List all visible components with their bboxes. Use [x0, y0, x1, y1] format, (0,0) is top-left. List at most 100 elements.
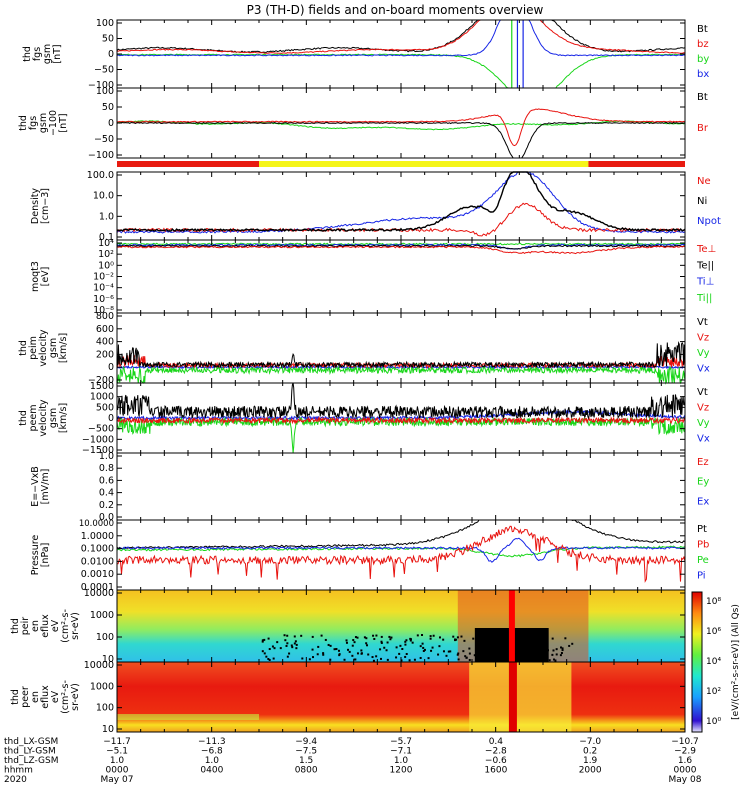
ytick-label: 500 [96, 402, 114, 413]
ylabel-line: thd [18, 410, 29, 426]
ytick-label: 0 [108, 118, 114, 129]
colorbar-tick: 10⁴ [706, 657, 721, 667]
ytick-label: 0.0010 [81, 569, 114, 580]
ylabel-line: [cm−3] [40, 188, 51, 224]
ylabel-line: gsm [38, 113, 49, 133]
xaxis-value: 1600 [484, 766, 507, 776]
ytick-label: 0.0001 [81, 582, 114, 593]
ytick-label: 10⁻⁸ [93, 305, 114, 316]
ytick-label: 0 [108, 413, 114, 424]
xaxis-row-label: 2020 [4, 775, 27, 785]
legend-Vz: Vz [697, 403, 709, 414]
legend-Ex: Ex [697, 496, 709, 507]
ylabel-line: thd [18, 340, 29, 356]
legend-Vt: Vt [697, 317, 708, 328]
xaxis-value: −2.9 [674, 747, 696, 757]
ytick-label: 0.6 [99, 475, 114, 486]
legend-Npot: Npot [697, 216, 721, 227]
panel-p2 [116, 87, 686, 159]
legend-Pe: Pe [697, 555, 709, 566]
legend-Vy: Vy [697, 418, 710, 429]
ylabel-line: thd [18, 115, 29, 131]
ylabel-line: [nPa] [40, 543, 51, 568]
ylabel-line: gsm [48, 338, 59, 358]
legend-Vx: Vx [697, 434, 710, 445]
ytick-label: 400 [96, 337, 114, 348]
ytick-label: 10000 [84, 588, 114, 599]
xaxis-row-label: thd_LX-GSM [4, 737, 58, 747]
panel-p10 [116, 661, 686, 733]
legend-Ti⊥: Ti⊥ [696, 277, 714, 288]
legend-Ey: Ey [697, 477, 709, 488]
legend-Pb: Pb [697, 540, 709, 551]
ytick-label: 0 [108, 49, 114, 60]
legend-Te⊥: Te⊥ [696, 244, 716, 255]
ylabel-line: E=−VxB [30, 466, 41, 507]
ytick-label: 100 [96, 86, 114, 97]
ylabel-line: fgs [32, 47, 43, 61]
trace-7-#e8130f [117, 525, 686, 583]
xaxis-value: 1.0 [205, 756, 220, 766]
xaxis-value: May 07 [101, 775, 134, 785]
xaxis-value: −6.8 [201, 747, 223, 757]
legend-Ni: Ni [697, 196, 707, 207]
legend-Br: Br [697, 123, 709, 134]
xaxis-value: 1.0 [110, 756, 125, 766]
ytick-label: 10000 [84, 660, 114, 671]
panel-frame [116, 452, 686, 521]
legend-Ez: Ez [697, 457, 709, 468]
legend-Te||: Te|| [696, 260, 714, 271]
trace-5-#e8130f [116, 416, 686, 425]
xaxis-value: 2000 [579, 766, 602, 776]
xaxis-value: −7.0 [579, 737, 601, 747]
trace-2-#e8130f [116, 202, 686, 237]
ylabel-line: Pressure [30, 535, 41, 576]
trace-1-#000000 [116, 121, 686, 159]
ytick-label: 0.1 [99, 232, 114, 243]
panel-frame [116, 239, 686, 314]
colorbar-tick: 10⁰ [706, 717, 721, 727]
trace-5-#19d619 [116, 416, 686, 454]
ylabel-line: sr-eV) [70, 683, 81, 711]
panel-p8 [116, 519, 686, 591]
colorbar-gradient [691, 591, 703, 733]
xaxis-value: −2.8 [485, 747, 507, 757]
colorbar: 10⁸ 10⁶ 10⁴ 10² 10⁰ [eV/(cm²-s-sr-eV)] (All Q… [691, 591, 741, 733]
legend-bx: bx [697, 69, 709, 80]
xaxis-value: 0000 [674, 766, 697, 776]
ytick-label: −500 [88, 424, 114, 435]
ytick-label: 10⁰ [98, 260, 114, 271]
trace-0-#1726e6 [116, 19, 686, 57]
ylabel-line: sr-eV) [70, 612, 81, 640]
ytick-label: 10.0 [93, 191, 114, 202]
ylabel-line: thd [10, 689, 21, 705]
ytick-label: 100.0 [87, 170, 114, 181]
ytick-label: 0.4 [99, 488, 114, 499]
colorbar-tick: 10⁸ [706, 597, 721, 607]
ylabel-line: Density [30, 188, 41, 224]
legend-Vt: Vt [697, 387, 708, 398]
colorbar-tick: 10⁶ [706, 627, 721, 637]
legend-Vx: Vx [697, 364, 710, 375]
ylabel-line: peer [20, 686, 31, 708]
ytick-label: 1000 [90, 681, 114, 692]
ytick-label: −100 [88, 150, 114, 161]
ylabel-line: [nT] [52, 44, 63, 63]
ytick-label: 10² [98, 249, 114, 260]
ytick-label: 100 [96, 632, 114, 643]
ylabel-line: [eV] [40, 267, 51, 287]
ylabel-line: eflux [40, 685, 51, 709]
trace-3-#e8130f [116, 245, 685, 255]
panel-p4 [116, 239, 686, 314]
ylabel-line: eV [50, 690, 61, 703]
ytick-label: 10⁻² [93, 272, 114, 283]
ytick-label: −100 [88, 80, 114, 91]
panel-p6 [116, 382, 686, 454]
xaxis-value: −5.7 [390, 737, 412, 747]
trace-5-#000000 [116, 382, 686, 420]
ytick-label: 10 [102, 654, 114, 665]
ytick-label: 10⁻⁴ [93, 283, 114, 294]
ylabel-line: gsm [42, 44, 53, 64]
xaxis-value: −10.7 [671, 737, 699, 747]
ytick-label: 50 [102, 102, 114, 113]
